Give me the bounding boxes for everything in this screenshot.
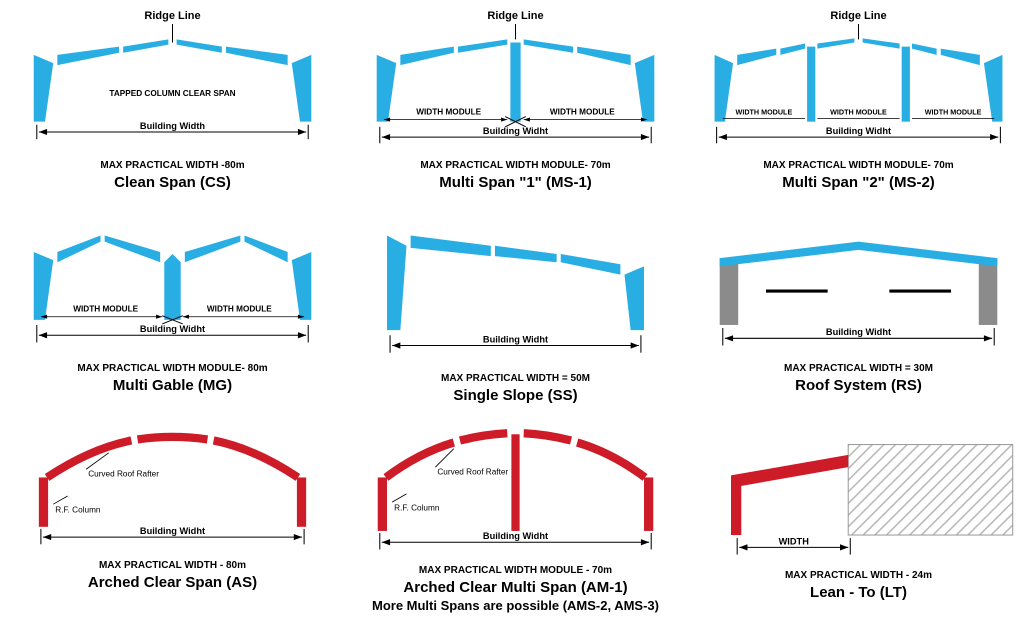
ridge-line-label: Ridge Line xyxy=(144,10,200,22)
max-label-ms2: MAX PRACTICAL WIDTH MODULE- 70m xyxy=(763,160,953,171)
frame-ss: Building Widht MAX PRACTICAL WIDTH = 50M… xyxy=(351,201,680,404)
frame-am1: Curved Roof Rafter R.F. Column Building … xyxy=(351,414,680,613)
svg-text:Building Width: Building Width xyxy=(140,121,206,131)
frame-ms2: Ridge Line WIDTH M xyxy=(694,10,1023,191)
max-label-ms1: MAX PRACTICAL WIDTH MODULE- 70m xyxy=(420,160,610,171)
max-label-rs: MAX PRACTICAL WIDTH = 30M xyxy=(784,363,933,374)
svg-text:R.F. Column: R.F. Column xyxy=(55,505,101,514)
svg-text:WIDTH MODULE: WIDTH MODULE xyxy=(550,107,615,116)
title-ms2: Multi Span "2" (MS-2) xyxy=(782,174,935,191)
svg-text:Building Widht: Building Widht xyxy=(483,531,548,541)
title-as: Arched Clear Span (AS) xyxy=(88,574,257,591)
svg-text:Building Widht: Building Widht xyxy=(483,334,548,344)
max-label-as: MAX PRACTICAL WIDTH - 80m xyxy=(99,560,246,571)
subtitle-am1: More Multi Spans are possible (AMS-2, AM… xyxy=(372,598,659,613)
diagram-as: Curved Roof Rafter R.F. Column Building … xyxy=(8,424,337,558)
diagram-am1: Curved Roof Rafter R.F. Column Building … xyxy=(351,424,680,563)
frames-grid: Ridge Line TAPPED COLUMN CLEAR SPAN xyxy=(8,10,1023,613)
diagram-rs: Building Widht xyxy=(694,217,1023,361)
ridge-line-label: Ridge Line xyxy=(487,10,543,22)
title-ss: Single Slope (SS) xyxy=(453,387,577,404)
svg-text:WIDTH MODULE: WIDTH MODULE xyxy=(73,304,138,313)
svg-text:Curved Roof Rafter: Curved Roof Rafter xyxy=(437,467,508,476)
max-label-lt: MAX PRACTICAL WIDTH - 24m xyxy=(785,570,932,581)
svg-text:WIDTH: WIDTH xyxy=(779,536,810,546)
svg-text:WIDTH MODULE: WIDTH MODULE xyxy=(416,107,481,116)
svg-text:WIDTH MODULE: WIDTH MODULE xyxy=(830,107,887,116)
svg-text:Building Widht: Building Widht xyxy=(140,324,205,334)
diagram-ms2: WIDTH MODULE WIDTH MODULE WIDTH MODULE B… xyxy=(694,24,1023,158)
frame-rs: Building Widht MAX PRACTICAL WIDTH = 30M… xyxy=(694,201,1023,404)
svg-text:Building Widht: Building Widht xyxy=(826,126,891,136)
frame-cs: Ridge Line TAPPED COLUMN CLEAR SPAN xyxy=(8,10,337,191)
diagram-cs: TAPPED COLUMN CLEAR SPAN Building Width xyxy=(8,24,337,158)
max-label-cs: MAX PRACTICAL WIDTH -80m xyxy=(100,160,244,171)
diagram-mg: WIDTH MODULE WIDTH MODULE Building Widht xyxy=(8,217,337,361)
max-label-mg: MAX PRACTICAL WIDTH MODULE- 80m xyxy=(77,363,267,374)
svg-text:Building Widht: Building Widht xyxy=(483,126,548,136)
title-cs: Clean Span (CS) xyxy=(114,174,231,191)
title-am1: Arched Clear Multi Span (AM-1) xyxy=(403,579,627,596)
svg-text:Building Widht: Building Widht xyxy=(140,526,205,536)
svg-text:WIDTH MODULE: WIDTH MODULE xyxy=(925,107,982,116)
svg-text:R.F. Column: R.F. Column xyxy=(394,503,440,512)
svg-text:Curved Roof Rafter: Curved Roof Rafter xyxy=(88,469,159,478)
title-lt: Lean - To (LT) xyxy=(810,584,907,601)
ridge-line-label: Ridge Line xyxy=(830,10,886,22)
diagram-ss: Building Widht xyxy=(351,217,680,371)
diagram-lt: WIDTH xyxy=(694,424,1023,568)
title-mg: Multi Gable (MG) xyxy=(113,377,232,394)
svg-text:WIDTH MODULE: WIDTH MODULE xyxy=(736,107,793,116)
max-label-ss: MAX PRACTICAL WIDTH = 50M xyxy=(441,373,590,384)
frame-lt: WIDTH MAX PRACTICAL WIDTH - 24m Lean - T… xyxy=(694,414,1023,613)
title-ms1: Multi Span "1" (MS-1) xyxy=(439,174,592,191)
frame-as: Curved Roof Rafter R.F. Column Building … xyxy=(8,414,337,613)
svg-text:WIDTH MODULE: WIDTH MODULE xyxy=(207,304,272,313)
frame-mg: WIDTH MODULE WIDTH MODULE Building Widht… xyxy=(8,201,337,404)
max-label-am1: MAX PRACTICAL WIDTH MODULE - 70m xyxy=(419,565,612,576)
frame-ms1: Ridge Line WIDTH MODULE WIDTH MODULE xyxy=(351,10,680,191)
tapped-label: TAPPED COLUMN CLEAR SPAN xyxy=(109,89,235,98)
title-rs: Roof System (RS) xyxy=(795,377,922,394)
diagram-ms1: WIDTH MODULE WIDTH MODULE Building Widht xyxy=(351,24,680,158)
svg-text:Building Widht: Building Widht xyxy=(826,327,891,337)
